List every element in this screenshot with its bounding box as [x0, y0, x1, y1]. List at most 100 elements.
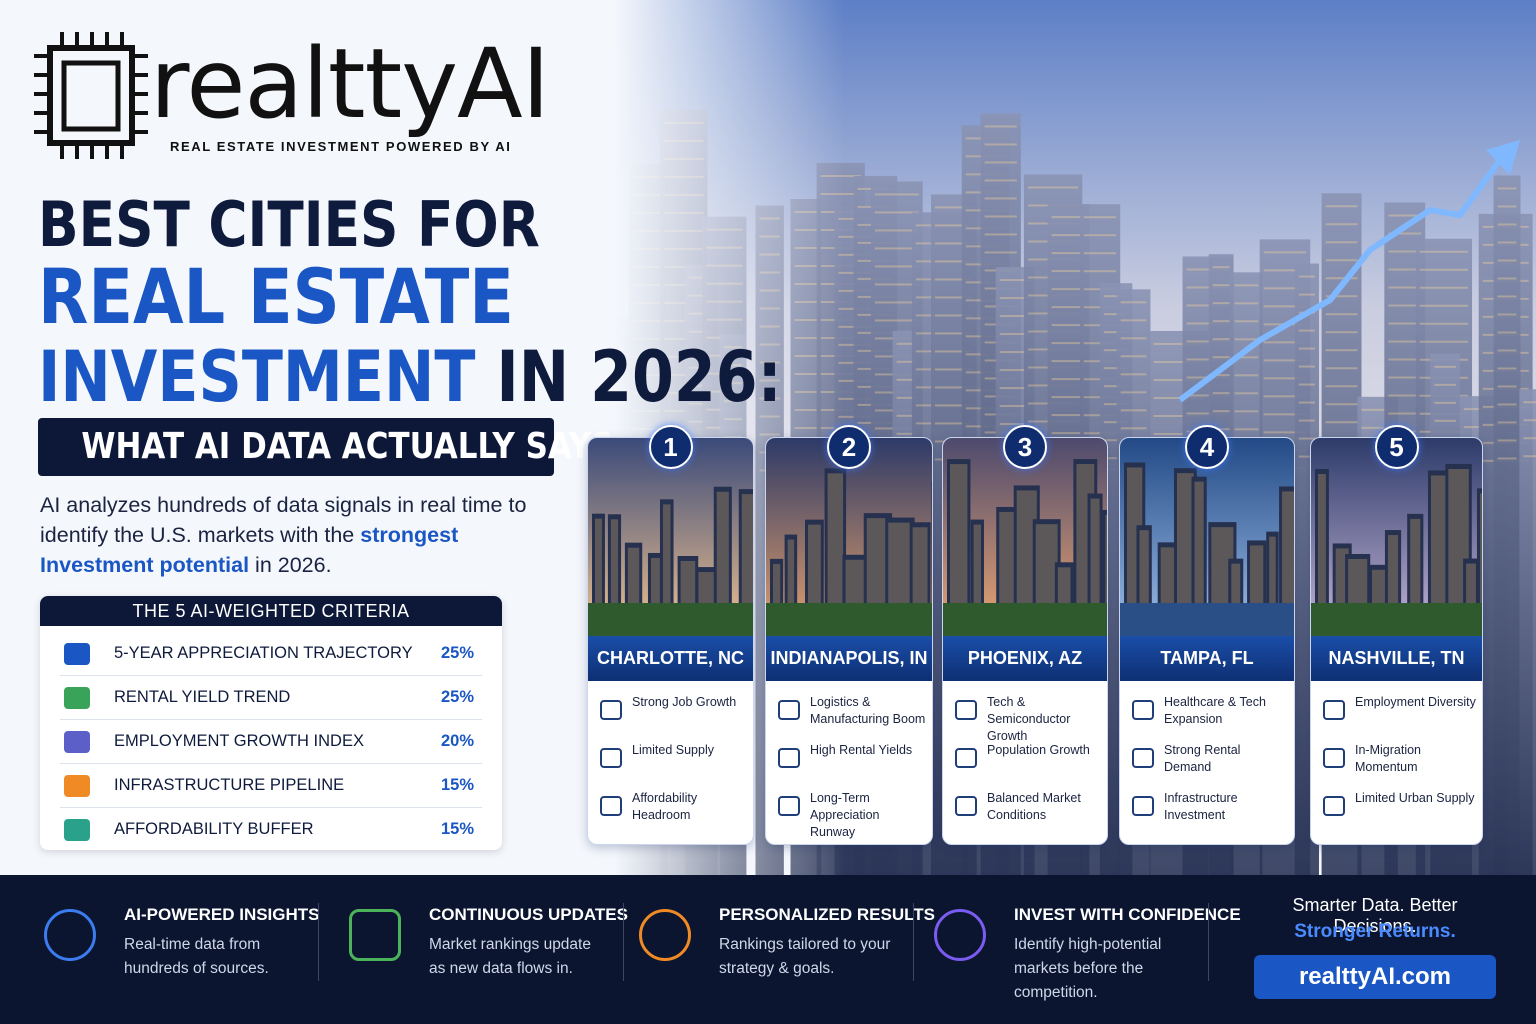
criteria-card: THE 5 AI-WEIGHTED CRITERIA 5-YEAR APPREC…: [40, 596, 502, 850]
feature-icon: [955, 700, 977, 720]
city-name: TAMPA, FL: [1120, 636, 1294, 681]
city-building: [970, 519, 984, 608]
criteria-icon: [64, 774, 90, 797]
arrow-head: [1486, 140, 1520, 175]
city-building: [1102, 509, 1107, 608]
city-feature: Employment Diversity: [1355, 695, 1476, 709]
city-building: [592, 513, 605, 608]
rank-badge: 1: [648, 425, 693, 469]
city-building: [1087, 493, 1103, 608]
city-lights: [1139, 530, 1149, 603]
city-feature: Strong Rental Demand: [1164, 743, 1241, 774]
city-building: [805, 519, 824, 608]
rank-badge: 2: [827, 425, 871, 469]
city-lights: [650, 557, 660, 603]
intro: AI analyzes hundreds of data signals in …: [40, 490, 550, 580]
feature-icon: [955, 748, 977, 768]
footer: Smarter Data. Better Decisions. Stronger…: [0, 875, 1536, 1024]
feature-icon: [1323, 796, 1345, 816]
city-building: [677, 556, 699, 608]
footer-feature-text: Real-time data from hundreds of sources.: [124, 936, 269, 977]
city-ground: [588, 603, 753, 638]
criteria-title: THE 5 AI-WEIGHTED CRITERIA: [40, 596, 502, 626]
city-card: PHOENIX, AZ Tech & Semiconductor Growth Po…: [942, 437, 1108, 845]
criteria-row: RENTAL YIELD TREND 25%: [60, 676, 482, 720]
footer-feature-title: PERSONALIZED RESULTS: [719, 905, 935, 924]
footer-feature-title: AI-POWERED INSIGHTS: [124, 905, 320, 924]
footer-feature: AI-POWERED INSIGHTS Real-time data from h…: [124, 905, 320, 981]
city-lights: [698, 572, 719, 603]
city-image: [766, 438, 932, 638]
footer-separator: [318, 903, 319, 981]
criteria-weight: 20%: [440, 732, 474, 750]
city-ground: [1311, 603, 1482, 638]
city-lights: [787, 539, 795, 603]
city-lights: [1387, 535, 1399, 603]
feature-icon: [600, 796, 622, 816]
feature-icon: [778, 700, 800, 720]
city-building: [1054, 562, 1074, 608]
intro-highlight: strongest Investment potential: [40, 523, 459, 577]
city-ground: [1120, 603, 1294, 638]
footer-feature-title: INVEST WITH CONFIDENCE: [1014, 905, 1241, 924]
feature-icon: [1323, 748, 1345, 768]
city-building: [784, 534, 798, 608]
city-building: [607, 514, 622, 608]
city-feature: Long-Term Appreciation Runway: [810, 791, 880, 839]
city-building: [624, 542, 643, 608]
feature-icon: [1132, 700, 1154, 720]
footer-tagline: Smarter Data. Better Decisions.: [1292, 895, 1458, 936]
city-ground: [766, 603, 932, 638]
city-lights: [1057, 567, 1071, 603]
city-lights: [1410, 518, 1421, 603]
city-feature: Infrastructure Investment: [1164, 791, 1238, 822]
criteria-weight: 15%: [440, 820, 474, 838]
headline-rest: IN 2026:: [496, 336, 782, 418]
brand-tagline: REAL ESTATE INVESTMENT POWERED BY AI: [170, 139, 512, 154]
city-lights: [1211, 527, 1234, 603]
city-building: [738, 489, 753, 608]
cta-button[interactable]: realttyAI.com: [1254, 955, 1496, 999]
footer-feature: INVEST WITH CONFIDENCE Identify high-pote…: [1014, 905, 1241, 1005]
criteria-icon: [64, 686, 90, 709]
footer-feature-text: Identify high-potential markets before t…: [1014, 936, 1162, 1001]
headline-highlight: INVESTMENT: [38, 336, 476, 418]
feature-icon: [955, 796, 977, 816]
headline-line: REAL ESTATE: [38, 252, 514, 341]
city-lights: [1194, 481, 1204, 603]
city-feature: Strong Job Growth: [632, 695, 737, 709]
city-building: [947, 459, 971, 608]
city-building: [659, 499, 674, 608]
headline-line: INVESTMENT IN 2026:: [38, 336, 782, 418]
city-building: [1228, 558, 1244, 608]
criteria-icon: [64, 642, 90, 665]
city-building: [1279, 486, 1294, 608]
city-building: [1173, 468, 1197, 608]
city-feature: Affordability Headroom: [632, 791, 698, 822]
city-feature: Balanced Market Conditions: [987, 791, 1081, 822]
headline-line: BEST CITIES FOR: [38, 188, 540, 261]
city-lights: [1269, 536, 1276, 603]
city-lights: [627, 547, 640, 603]
city-lights: [912, 527, 928, 603]
city-card: NASHVILLE, TN Employment Diversity In-Migr…: [1310, 437, 1483, 845]
feature-icon: [778, 748, 800, 768]
city-lights: [950, 464, 968, 603]
criteria-label: 5-YEAR APPRECIATION TRAJECTORY: [114, 644, 413, 662]
city-image: [1120, 438, 1294, 638]
feature-icon: [600, 700, 622, 720]
city-card: TAMPA, FL Healthcare & Tech Expansion Stro…: [1119, 437, 1295, 845]
city-lights: [973, 524, 981, 603]
city-building: [1476, 488, 1482, 608]
footer-icon: [44, 909, 96, 961]
city-lights: [1035, 524, 1058, 603]
criteria-row: INFRASTRUCTURE PIPELINE 15%: [60, 764, 482, 808]
brand-name: realttyAI: [150, 28, 550, 140]
city-name: INDIANAPOLIS, IN: [766, 636, 932, 681]
city-feature: In-Migration Momentum: [1355, 743, 1421, 774]
city-lights: [888, 522, 912, 603]
feature-icon: [778, 796, 800, 816]
city-building: [1463, 558, 1479, 608]
city-lights: [1105, 514, 1107, 603]
footer-separator: [913, 903, 914, 981]
